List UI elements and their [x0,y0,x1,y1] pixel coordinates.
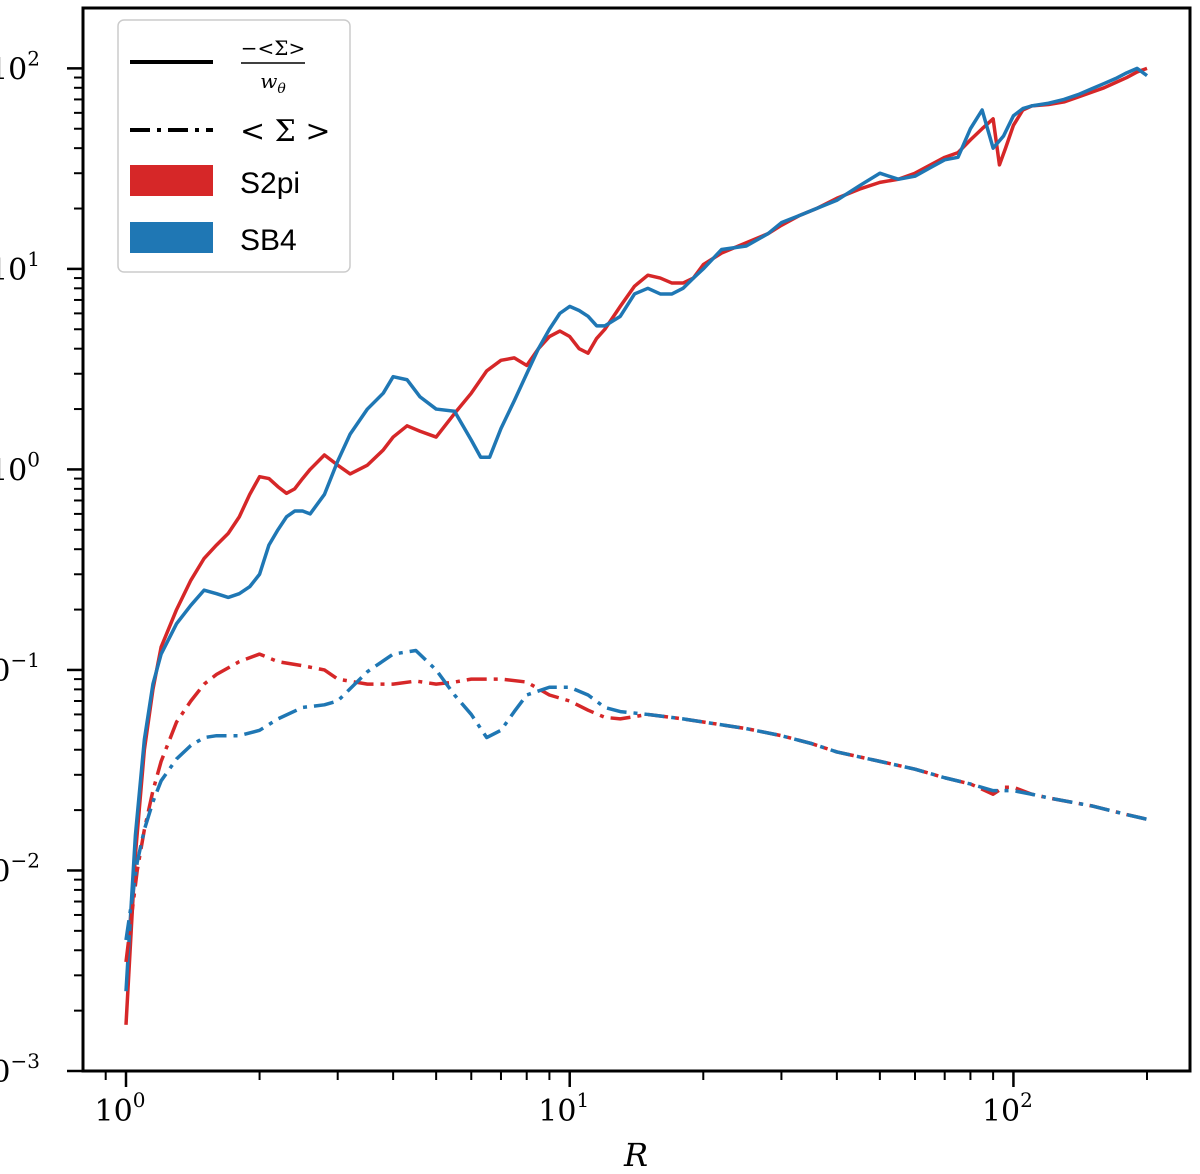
y-tick-label: 101 [0,247,40,288]
y-tick-label: 10−1 [0,648,40,689]
legend-flux-den-subscript: θ [277,81,286,97]
x-tick-label: 101 [538,1088,589,1129]
series-line-s2pi-sigma [124,652,1148,963]
legend-frame [117,19,351,273]
y-tick-label-exponent: 1 [27,247,40,271]
x-tick-label: 100 [95,1088,146,1129]
x-tick-label-base: 10 [538,1094,576,1129]
x-tick-label-exponent: 1 [576,1088,589,1112]
y-tick-label: 10−2 [0,848,40,889]
legend-sb4-label: SB4 [240,224,297,257]
y-tick-label: 100 [0,447,40,488]
plot-frame [81,6,1192,1073]
x-tick-label-exponent: 0 [133,1088,146,1112]
x-axis-label: R [623,1136,648,1174]
y-tick-label-exponent: −3 [11,1049,40,1073]
legend-flux-den-symbol: w [260,69,277,93]
y-tick-label-exponent: −1 [11,648,40,672]
y-tick-label: 102 [0,46,40,87]
series-line-sb4-flux [124,66,1149,992]
legend-sb4-patch [130,222,213,253]
x-tick-label-base: 10 [95,1094,133,1129]
y-tick-label: 10−3 [0,1049,40,1090]
legend: −<Σ> wθ < Σ > S2pi SB4 [117,19,351,273]
legend-flux-label-denominator: wθ [260,69,286,97]
y-axis: 10−310−210−1100101102 [0,46,83,1090]
y-tick-label-base: 10 [0,253,27,288]
y-tick-label-exponent: 2 [27,46,40,70]
y-tick-label-base: 10 [0,52,27,87]
y-tick-label-base: 10 [0,654,11,689]
y-tick-label-exponent: 0 [27,447,40,471]
x-axis: 100 101 102 [95,1071,1148,1129]
series-line-s2pi-flux [124,66,1148,1025]
legend-sigma-label: < Σ > [240,114,331,149]
series-layer [124,66,1149,1025]
legend-s2pi-patch [130,165,213,196]
series-line-sb4-sigma [124,648,1148,941]
y-tick-label-base: 10 [0,453,27,488]
x-tick-label: 102 [982,1088,1033,1129]
y-tick-label-base: 10 [0,854,11,889]
legend-s2pi-label: S2pi [240,167,300,200]
x-tick-label-exponent: 2 [1020,1088,1033,1112]
y-tick-label-base: 10 [0,1055,11,1090]
x-tick-label-base: 10 [982,1094,1020,1129]
legend-flux-label-numerator: −<Σ> [241,36,305,60]
y-tick-label-exponent: −2 [11,848,40,872]
